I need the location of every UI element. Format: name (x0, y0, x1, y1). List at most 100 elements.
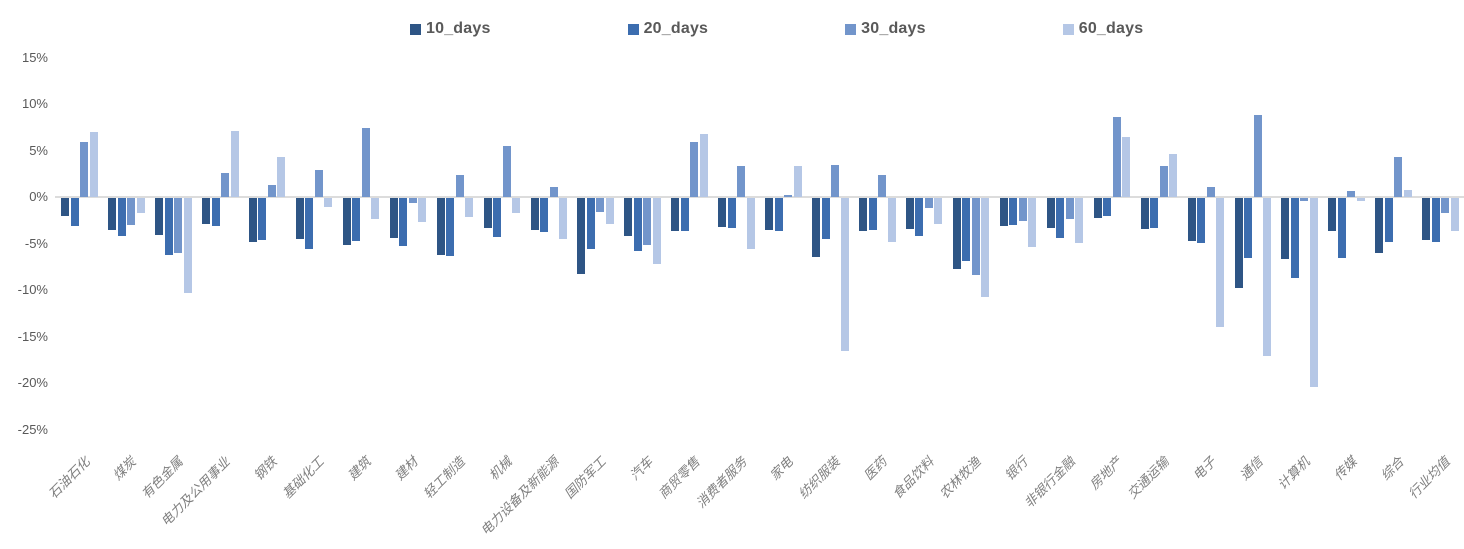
bar-60_days (324, 198, 333, 208)
bar-30_days (1159, 166, 1168, 197)
bar-30_days (174, 198, 183, 253)
bar-20_days (1197, 198, 1206, 243)
bar-30_days (455, 174, 464, 197)
bar-10_days (1234, 198, 1243, 289)
bar-60_days (1309, 198, 1318, 387)
bar-60_days (1075, 198, 1084, 243)
bar-60_days (277, 157, 286, 197)
bar-10_days (859, 198, 868, 231)
bar-30_days (643, 198, 652, 246)
bar-10_days (624, 198, 633, 237)
bar-30_days (1300, 198, 1309, 201)
bar-20_days (1431, 198, 1440, 242)
bar-20_days (1150, 198, 1159, 228)
legend-item-30_days[interactable]: 30_days (845, 20, 926, 38)
y-axis-tick-label: -15% (17, 328, 48, 344)
bar-60_days (746, 198, 755, 250)
bar-10_days (108, 198, 117, 230)
legend-marker-icon (627, 23, 639, 35)
x-axis-category-label: 国防军工 (561, 454, 609, 502)
bar-10_days (295, 198, 304, 239)
bar-60_days (1356, 198, 1365, 201)
bar-60_days (1169, 154, 1178, 197)
bar-20_days (352, 198, 361, 241)
legend-item-10_days[interactable]: 10_days (410, 20, 491, 38)
bar-10_days (202, 198, 211, 225)
legend-marker-icon (845, 23, 857, 35)
bar-10_days (812, 198, 821, 257)
x-axis-category-label: 医药 (861, 454, 891, 484)
x-axis-category-label: 煤炭 (110, 454, 140, 484)
y-axis: 15% 10% 5% 0% -5% -10% -15% -20% -25% (0, 0, 48, 549)
bar-30_days (737, 166, 746, 197)
x-axis-category-label: 行业均值 (1405, 454, 1454, 502)
bar-60_days (1450, 198, 1459, 231)
bar-30_days (1018, 198, 1027, 222)
bar-30_days (549, 186, 558, 197)
y-axis-tick-label: 0% (29, 189, 48, 204)
bar-20_days (586, 198, 595, 250)
bar-30_days (314, 170, 323, 197)
bar-60_days (1122, 136, 1131, 197)
bar-60_days (1403, 189, 1412, 197)
legend-label: 30_days (861, 20, 926, 37)
bar-30_days (1112, 117, 1121, 197)
bar-20_days (727, 198, 736, 228)
bar-10_days (155, 198, 164, 236)
bar-10_days (61, 198, 70, 216)
x-axis-category-label: 银行 (1001, 454, 1031, 484)
bar-30_days (831, 165, 840, 197)
x-axis-category-label: 计算机 (1274, 454, 1313, 493)
bar-30_days (690, 142, 699, 197)
legend: 10_days 20_days 30_days 60_days (410, 20, 1143, 38)
legend-label: 10_days (426, 20, 491, 37)
y-axis-tick-label: 15% (21, 49, 48, 65)
bar-30_days (267, 184, 276, 197)
bar-60_days (230, 130, 239, 197)
legend-label: 60_days (1078, 20, 1144, 37)
bar-60_days (793, 166, 802, 197)
bar-60_days (136, 198, 145, 213)
y-axis-tick-label: -10% (17, 282, 48, 297)
bar-60_days (934, 198, 943, 225)
x-axis-category-label: 食品饮料 (889, 454, 937, 502)
bar-30_days (1347, 191, 1356, 197)
bar-30_days (502, 145, 511, 197)
x-axis-category-label: 钢铁 (250, 454, 280, 484)
x-axis-category-label: 农林牧渔 (936, 454, 984, 502)
bar-20_days (868, 198, 877, 230)
zero-axis-line (55, 196, 1464, 198)
y-axis-tick-label: 5% (29, 142, 48, 158)
bar-20_days (1384, 198, 1393, 242)
bar-10_days (999, 198, 1008, 226)
bar-10_days (436, 198, 445, 255)
bar-20_days (399, 198, 408, 247)
bar-10_days (483, 198, 492, 228)
bar-60_days (981, 198, 990, 297)
bar-10_days (1281, 198, 1290, 260)
bar-30_days (878, 174, 887, 197)
bar-30_days (127, 198, 136, 225)
bar-10_days (765, 198, 774, 230)
x-axis-category-label: 石油石化 (44, 454, 93, 502)
bar-10_days (1422, 198, 1431, 240)
bar-60_days (89, 131, 98, 197)
bar-20_days (258, 198, 267, 240)
bar-30_days (1394, 157, 1403, 197)
bar-10_days (389, 198, 398, 238)
bar-60_days (512, 198, 521, 213)
x-axis-category-label: 交通运输 (1124, 454, 1172, 502)
x-axis-category-label: 建筑 (344, 454, 374, 484)
bar-60_days (183, 198, 192, 293)
x-axis-category-label: 家电 (767, 454, 797, 484)
bar-20_days (305, 198, 314, 250)
legend-label: 20_days (643, 20, 709, 37)
legend-item-60_days[interactable]: 60_days (1062, 20, 1144, 38)
legend-item-20_days[interactable]: 20_days (627, 20, 709, 38)
x-axis-category-label: 通信 (1236, 454, 1266, 484)
bar-60_days (1028, 198, 1037, 248)
bar-30_days (221, 172, 230, 197)
bar-20_days (821, 198, 830, 239)
y-axis-tick-label: 10% (21, 96, 48, 111)
